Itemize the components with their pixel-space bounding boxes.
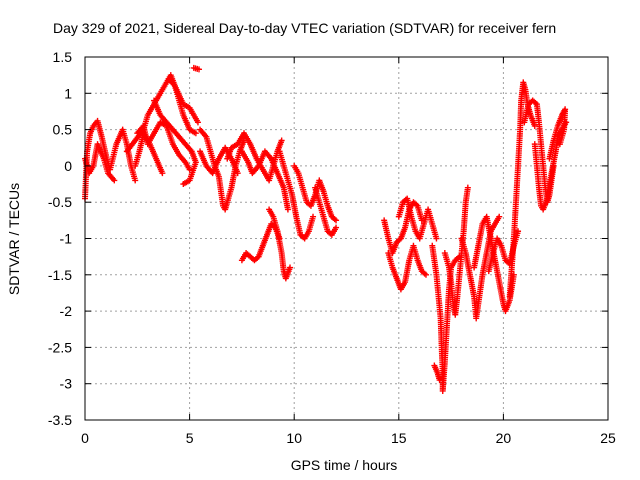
y-axis-label: SDTVAR / TECUs [6, 183, 22, 295]
data-point [194, 119, 201, 126]
data-point [496, 213, 503, 220]
data-point [556, 141, 563, 148]
data-point [464, 184, 471, 191]
y-tick-label: -3 [60, 376, 73, 392]
y-tick-label: 1.5 [53, 49, 73, 65]
data-point [433, 235, 440, 242]
data-point [159, 170, 166, 177]
data-point [422, 271, 429, 278]
x-tick-label: 20 [496, 430, 512, 446]
y-tick-label: -1 [60, 231, 73, 247]
data-point [196, 66, 203, 73]
data-point [287, 264, 294, 271]
y-tick-label: -3.5 [48, 412, 72, 428]
x-axis-label: GPS time / hours [291, 457, 398, 473]
axis-ticks: 0 5 10 15 20 25 -3.5 -3 -2.5 -2 -1.5 -1 -0.5 0 0.5 1 1.5 [48, 49, 616, 446]
data-point [531, 122, 538, 129]
y-tick-label: -2.5 [48, 339, 72, 355]
y-tick-label: -2 [60, 303, 73, 319]
data-point [192, 130, 199, 137]
y-tick-label: 0.5 [53, 122, 73, 138]
data-point [132, 177, 139, 184]
data-point [436, 377, 443, 384]
x-tick-label: 5 [186, 430, 194, 446]
y-tick-label: 0 [64, 158, 72, 174]
chart-title: Day 329 of 2021, Sidereal Day-to-day VTE… [53, 20, 556, 36]
data-point [515, 228, 522, 235]
x-tick-label: 10 [286, 430, 302, 446]
data-point [310, 213, 317, 220]
data-point [333, 224, 340, 231]
data-point [186, 166, 193, 173]
data-point [284, 206, 291, 213]
data-point [234, 170, 241, 177]
grid [85, 57, 608, 420]
data-point [180, 181, 187, 188]
x-tick-label: 0 [81, 430, 89, 446]
data-point [278, 137, 285, 144]
data-point [111, 177, 118, 184]
data-point [333, 217, 340, 224]
x-tick-label: 25 [600, 430, 616, 446]
y-tick-label: 1 [64, 85, 72, 101]
y-tick-label: -0.5 [48, 194, 72, 210]
data-points [82, 64, 570, 394]
x-tick-label: 15 [391, 430, 407, 446]
y-tick-label: -1.5 [48, 267, 72, 283]
